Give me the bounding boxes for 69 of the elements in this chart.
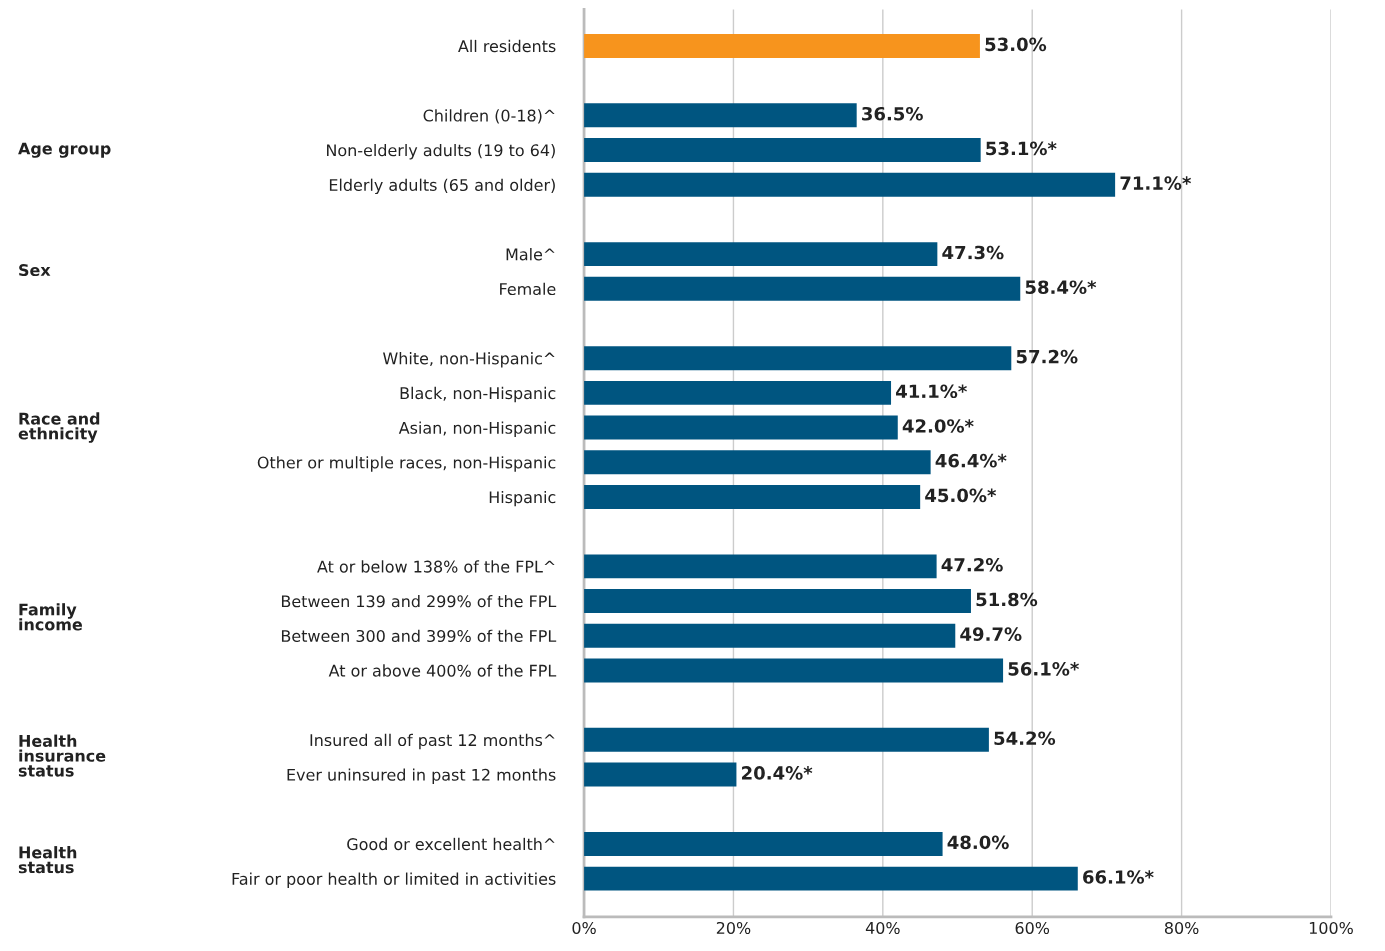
data-label: 53.1%* bbox=[986, 141, 1057, 156]
bar bbox=[584, 623, 956, 648]
data-label: 47.2% bbox=[941, 557, 1003, 572]
x-tick-label: 60% bbox=[1015, 921, 1050, 934]
bar bbox=[584, 415, 898, 440]
data-label: 42.0%* bbox=[902, 419, 974, 433]
bar bbox=[584, 450, 931, 475]
y-tick-label: Female bbox=[500, 282, 556, 296]
data-label: 57.2% bbox=[1016, 349, 1078, 364]
x-tick-label: 80% bbox=[1164, 921, 1199, 934]
bar bbox=[584, 658, 1004, 683]
y-tick-label: Ever uninsured in past 12 months bbox=[287, 768, 556, 784]
y-tick-label: Elderly adults (65 and older) bbox=[329, 178, 555, 195]
data-label: 71.1%* bbox=[1120, 176, 1192, 190]
bar bbox=[584, 589, 971, 614]
data-label: 20.4%* bbox=[742, 766, 813, 780]
text: Family income bbox=[19, 603, 82, 631]
y-tick-label: Between 139 and 299% of the FPL bbox=[281, 594, 557, 608]
y-tick-label: Good or excellent health^ bbox=[347, 837, 555, 851]
data-label: 53.0% bbox=[985, 37, 1047, 52]
bar bbox=[584, 33, 980, 58]
x-tick-label: 100% bbox=[1309, 921, 1353, 934]
data-label: 45.0%* bbox=[925, 488, 997, 503]
data-label: 51.8% bbox=[976, 592, 1038, 607]
data-label: 36.5% bbox=[862, 106, 923, 121]
bar bbox=[584, 727, 989, 752]
data-label: 47.3% bbox=[942, 245, 1004, 260]
y-tick-label: White, non-Hispanic^ bbox=[383, 352, 555, 368]
text: Sex bbox=[19, 264, 51, 277]
y-tick-label: Fair or poor health or limited in activities bbox=[232, 872, 556, 888]
text: Race and ethnicity bbox=[18, 412, 100, 443]
y-tick-label: Hispanic bbox=[489, 490, 556, 507]
bar bbox=[584, 346, 1012, 371]
text: Health insurance status bbox=[18, 734, 106, 777]
bar bbox=[584, 762, 737, 787]
bar bbox=[584, 103, 857, 128]
bar bbox=[584, 138, 981, 162]
data-label: 48.0% bbox=[947, 835, 1009, 850]
bar bbox=[584, 172, 1116, 197]
bar bbox=[584, 380, 892, 405]
data-label: 66.1%* bbox=[1083, 870, 1154, 884]
y-tick-label: Children (0-18)^ bbox=[423, 109, 555, 124]
y-tick-label: At or below 138% of the FPL^ bbox=[317, 560, 555, 573]
x-tick-label: 40% bbox=[865, 921, 900, 934]
y-tick-label: All residents bbox=[458, 39, 556, 53]
data-label: 58.4%* bbox=[1025, 280, 1097, 295]
data-label: 56.1%* bbox=[1008, 662, 1079, 676]
y-tick-label: Black, non-Hispanic bbox=[400, 386, 556, 403]
bar bbox=[584, 242, 938, 267]
y-tick-label: At or above 400% of the FPL bbox=[328, 664, 557, 677]
bar bbox=[584, 866, 1078, 891]
y-tick-label: Between 300 and 399% of the FPL bbox=[281, 629, 557, 643]
bar bbox=[584, 554, 937, 579]
y-tick-label: Non-elderly adults (19 to 64) bbox=[327, 143, 555, 160]
bar bbox=[584, 276, 1021, 301]
bar bbox=[584, 831, 943, 856]
text: Health status bbox=[18, 846, 77, 874]
data-label: 49.7% bbox=[960, 627, 1022, 641]
bar bbox=[584, 484, 921, 509]
y-tick-label: Male^ bbox=[506, 248, 555, 261]
y-tick-label: Other or multiple races, non-Hispanic bbox=[257, 456, 556, 472]
text: Age group bbox=[18, 142, 111, 158]
data-label: 41.1%* bbox=[896, 384, 967, 399]
x-tick-label: 0% bbox=[572, 921, 596, 934]
y-tick-label: Asian, non-Hispanic bbox=[398, 421, 556, 437]
data-label: 54.2% bbox=[994, 731, 1056, 746]
data-label: 46.4%* bbox=[935, 453, 1007, 468]
x-tick-label: 20% bbox=[716, 921, 751, 934]
y-tick-label: Insured all of past 12 months^ bbox=[310, 733, 555, 750]
